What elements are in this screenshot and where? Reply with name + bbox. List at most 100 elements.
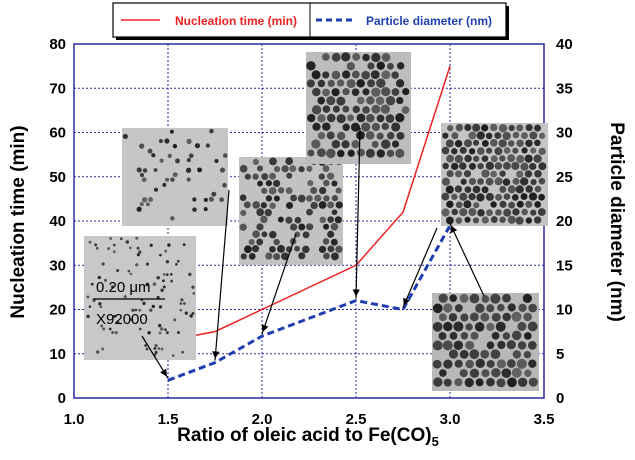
tem-particle bbox=[327, 245, 335, 253]
tem-particle bbox=[352, 105, 360, 114]
tem-particle bbox=[162, 279, 165, 283]
tem-particle bbox=[154, 187, 159, 192]
y-tick-label: 70 bbox=[49, 80, 66, 97]
tem-particle bbox=[261, 173, 269, 181]
tem-particle bbox=[465, 323, 473, 331]
tem-particle bbox=[386, 131, 395, 140]
tem-particle bbox=[515, 216, 524, 225]
tem-particle bbox=[472, 185, 481, 194]
tem-particle bbox=[111, 331, 114, 334]
tem-particle bbox=[366, 96, 375, 105]
tem-particle bbox=[264, 208, 272, 217]
y-tick-labels: 0 10 20 30 40 50 60 70 80 bbox=[49, 36, 66, 407]
tem-particle bbox=[306, 165, 313, 172]
legend-shadow bbox=[506, 6, 509, 40]
tem-particle bbox=[252, 201, 260, 209]
tem-particle bbox=[172, 172, 178, 178]
tem-particle bbox=[111, 285, 114, 289]
tem-particle bbox=[138, 250, 142, 254]
tem-particle bbox=[470, 331, 479, 340]
tem-particle bbox=[391, 140, 400, 148]
tem-particle bbox=[306, 195, 313, 202]
tem-particle bbox=[154, 344, 158, 348]
tem-particle bbox=[516, 139, 524, 147]
tem-particle bbox=[159, 253, 162, 257]
tem-particle bbox=[507, 359, 516, 368]
tem-particle bbox=[481, 186, 489, 194]
tem-particle bbox=[472, 123, 481, 132]
tem-particle bbox=[222, 153, 228, 158]
tem-particle bbox=[286, 172, 293, 179]
tem-particle bbox=[164, 249, 168, 253]
tem-particle bbox=[465, 359, 474, 369]
tem-particle bbox=[122, 133, 128, 140]
tem-particle bbox=[469, 368, 480, 378]
tem-particle bbox=[453, 340, 464, 351]
tem-particle bbox=[441, 208, 450, 217]
tem-particle bbox=[442, 340, 453, 351]
tem-particle bbox=[495, 209, 502, 216]
y-tick-label: 10 bbox=[49, 346, 66, 363]
tem-particle bbox=[365, 131, 375, 140]
tem-particle bbox=[317, 96, 326, 105]
scale-bar-label: 0.20 μm bbox=[96, 279, 151, 296]
tem-particle bbox=[438, 293, 448, 303]
tem-particle bbox=[113, 314, 117, 318]
tem-particle bbox=[139, 202, 144, 207]
tem-particle bbox=[528, 303, 537, 313]
tem-particle bbox=[134, 308, 138, 312]
tem-particle bbox=[497, 303, 505, 312]
tem-particle bbox=[290, 194, 298, 202]
tem-particle bbox=[307, 149, 315, 157]
tem-particle bbox=[322, 53, 330, 61]
tem-particle bbox=[322, 165, 330, 172]
tem-particle bbox=[98, 302, 102, 306]
tem-particle bbox=[319, 216, 326, 224]
tem-particle bbox=[490, 138, 498, 147]
tem-particle bbox=[131, 308, 135, 312]
tem-particle bbox=[152, 282, 157, 286]
tem-particle bbox=[160, 327, 164, 331]
tem-particle bbox=[469, 293, 480, 304]
tem-particle bbox=[326, 172, 335, 180]
tem-particle bbox=[443, 378, 452, 387]
tem-particle bbox=[534, 170, 542, 178]
legend: Nucleation time (min) Particle diameter … bbox=[112, 2, 509, 40]
tem-particle bbox=[402, 88, 410, 96]
tem-particle bbox=[516, 200, 524, 208]
tem-particle bbox=[327, 216, 334, 223]
tem-particle bbox=[507, 185, 516, 194]
tem-particle bbox=[494, 132, 502, 140]
arrow-line bbox=[355, 127, 361, 299]
tem-particle bbox=[268, 187, 277, 195]
tem-inset-2.0 bbox=[239, 157, 343, 265]
tem-particle bbox=[269, 245, 276, 253]
tem-particle bbox=[497, 340, 506, 350]
y2-tick-label: 30 bbox=[556, 125, 573, 142]
tem-particle bbox=[485, 161, 494, 170]
tem-particle bbox=[307, 180, 314, 187]
tem-particle bbox=[252, 230, 260, 238]
tem-particle bbox=[448, 349, 459, 359]
tem-particle bbox=[331, 209, 338, 216]
tem-particle bbox=[153, 168, 158, 172]
tem-particle bbox=[252, 173, 259, 180]
tem-particle bbox=[351, 70, 360, 79]
tem-particle bbox=[441, 146, 450, 155]
tem-particle bbox=[380, 104, 390, 114]
tem-particle bbox=[240, 253, 247, 260]
tem-particle bbox=[433, 377, 443, 387]
tem-particle bbox=[538, 177, 546, 185]
tem-particle bbox=[175, 263, 178, 266]
tem-particle bbox=[116, 268, 120, 272]
tem-particle bbox=[112, 250, 116, 254]
tem-particle bbox=[468, 131, 477, 140]
tem-particle bbox=[298, 252, 306, 260]
tem-particle bbox=[149, 308, 153, 312]
tem-particle bbox=[469, 349, 480, 360]
tem-particle bbox=[322, 238, 330, 245]
tem-particle bbox=[381, 87, 391, 97]
tem-particle bbox=[507, 215, 516, 224]
tem-particle bbox=[330, 222, 339, 231]
tem-particle bbox=[151, 304, 155, 308]
